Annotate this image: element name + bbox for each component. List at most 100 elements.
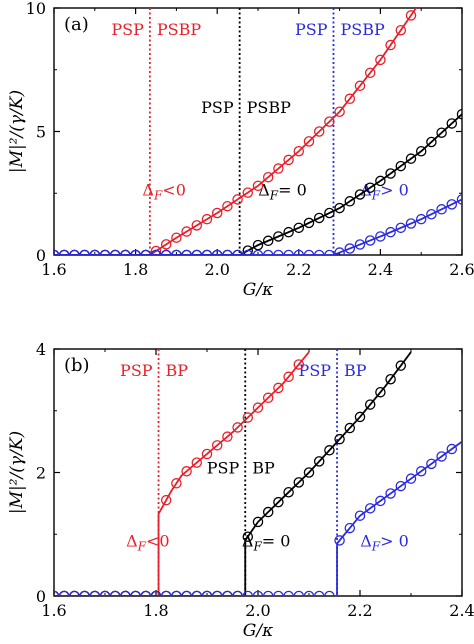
threshold-label-left: PSP [295,20,328,39]
threshold-label-right: PSBP [157,20,201,39]
data-point [344,243,356,254]
data-point [191,220,203,231]
data-point [283,590,294,596]
data-point [252,239,264,251]
data-point [293,222,305,234]
data-point [395,160,407,172]
data-point [242,590,254,596]
data-point [446,118,458,129]
y-tick-label: 0 [36,246,46,265]
annotation-label: ΔF<0 [126,532,169,554]
data-point [303,217,315,229]
data-point [395,24,407,36]
data-point [283,154,294,166]
data-point [364,235,376,246]
x-axis-label: G/κ [243,621,273,641]
data-point [385,374,396,385]
data-point [293,249,305,255]
data-point [436,204,447,215]
threshold-label-left: PSP [207,459,240,478]
y-tick-label: 4 [36,340,46,359]
data-point [160,494,172,506]
data-point [150,590,162,596]
data-point [354,239,366,250]
data-point [405,473,417,484]
data-point [201,213,213,225]
threshold-label-left: PSP [201,98,234,117]
data-point [303,467,315,478]
data-point [171,232,182,243]
data-point [201,448,213,460]
data-point [395,360,407,371]
data-point [191,249,203,255]
data-point [375,54,386,66]
data-point [109,249,121,255]
data-point [324,249,335,255]
data-point [375,175,386,187]
data-point [181,466,192,477]
x-tick-label: 2.2 [347,601,372,620]
threshold-label-left: PSP [299,361,332,380]
threshold-label-right: PSBP [340,20,384,39]
data-point [273,590,284,596]
data-point [395,480,407,492]
series-line [54,198,462,255]
data-point [456,194,462,205]
data-point [385,488,396,499]
x-tick-label: 1.8 [123,260,148,279]
data-point [54,249,60,255]
data-point [324,445,335,456]
data-point [426,208,437,220]
data-point [395,222,407,234]
data-point [324,116,335,127]
data-point [283,226,294,238]
data-point [273,496,284,508]
y-tick-label: 0 [36,587,46,606]
data-point [313,249,325,255]
data-point [385,39,396,51]
data-point [232,194,243,205]
data-point [364,399,376,410]
data-point [344,93,356,105]
data-point [436,451,447,462]
data-point [293,146,305,157]
x-tick-label: 1.6 [41,260,66,279]
data-point [334,202,345,214]
data-point [405,10,417,21]
data-point [334,433,345,445]
data-point [242,249,254,255]
data-point [283,487,294,498]
data-point [262,249,274,255]
data-point [58,249,70,255]
data-point [150,245,162,255]
data-point [417,0,426,5]
data-point [79,590,90,596]
y-tick-label: 10 [26,0,46,18]
data-point [334,106,345,117]
data-point [181,226,192,237]
data-point [385,226,396,238]
x-tick-label: 2.2 [286,260,311,279]
threshold-label-left: PSP [111,20,144,39]
data-point [334,247,345,255]
data-point [273,249,284,255]
data-point [242,245,254,255]
threshold-label-left: PSP [120,361,153,380]
data-point [150,249,162,255]
data-point [334,535,345,546]
panel-label: (b) [64,355,90,376]
data-point [171,249,182,255]
data-point [324,207,335,219]
series-line [54,351,412,596]
data-point [109,590,121,596]
panel-label: (a) [64,14,89,35]
panel-b: 1.6 1.8 2.0 2.2 2.4 0 2 4 G/κ |M|²/(γ/K) (b) PSP BP P… [7,340,474,641]
data-point [211,207,223,219]
data-point [89,590,101,596]
data-point [201,590,213,596]
data-point [344,422,356,434]
data-point [262,235,274,247]
data-point [252,590,264,596]
series-line [54,351,310,596]
data-point [252,180,264,192]
